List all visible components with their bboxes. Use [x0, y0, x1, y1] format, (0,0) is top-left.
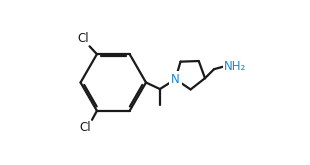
Text: Cl: Cl [77, 32, 89, 45]
Text: NH₂: NH₂ [224, 60, 246, 73]
Text: Cl: Cl [80, 121, 91, 134]
Text: N: N [171, 73, 180, 86]
